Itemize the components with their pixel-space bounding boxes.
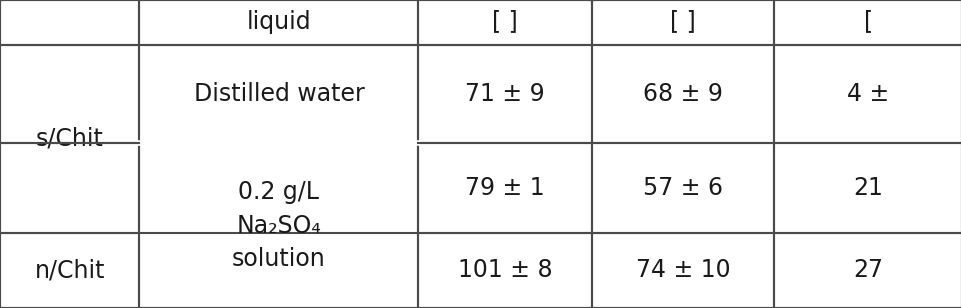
Text: 27: 27 xyxy=(852,258,882,282)
Text: 68 ± 9: 68 ± 9 xyxy=(642,82,723,106)
Text: 101 ± 8: 101 ± 8 xyxy=(457,258,552,282)
Text: 0.2 g/L
Na₂SO₄
solution: 0.2 g/L Na₂SO₄ solution xyxy=(232,180,326,271)
Text: 74 ± 10: 74 ± 10 xyxy=(635,258,729,282)
Text: s/Chit: s/Chit xyxy=(36,127,104,151)
Text: Distilled water: Distilled water xyxy=(193,82,364,106)
Text: [ ]: [ ] xyxy=(492,10,517,34)
Text: 4 ±: 4 ± xyxy=(847,82,888,106)
Text: liquid: liquid xyxy=(246,10,311,34)
Text: 79 ± 1: 79 ± 1 xyxy=(465,176,544,200)
Text: [ ]: [ ] xyxy=(670,10,695,34)
Text: [: [ xyxy=(863,10,872,34)
Text: 71 ± 9: 71 ± 9 xyxy=(465,82,544,106)
Text: 57 ± 6: 57 ± 6 xyxy=(642,176,723,200)
Text: n/Chit: n/Chit xyxy=(35,258,105,282)
Text: 21: 21 xyxy=(852,176,882,200)
